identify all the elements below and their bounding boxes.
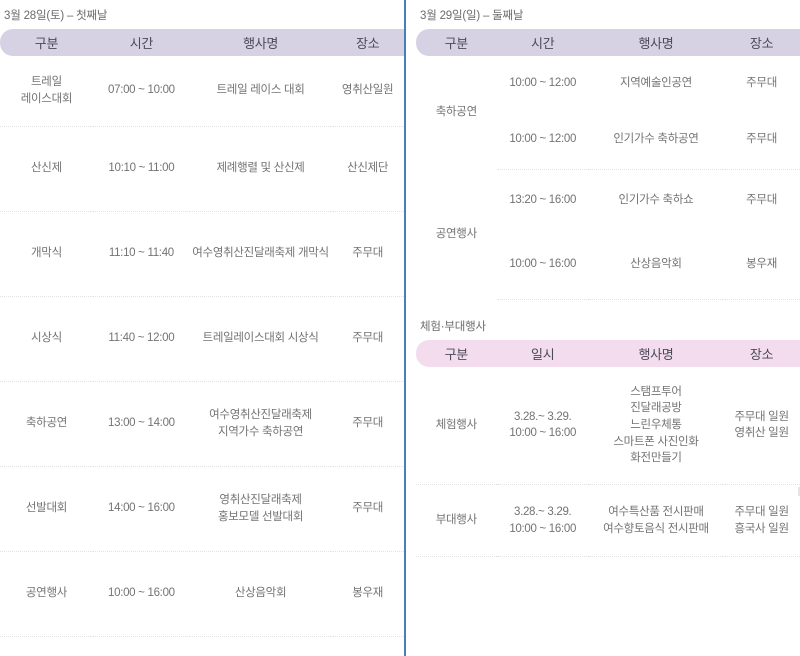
day2-header-row: 구분 시간 행사명 장소 xyxy=(416,29,800,56)
day2-col-place: 장소 xyxy=(723,29,800,56)
cell-name: 인기가수 축하쇼 xyxy=(618,193,694,206)
table-row: 10:00 ~ 12:00 인기가수 축하공연 주무대 xyxy=(416,111,800,170)
day1-col-time: 시간 xyxy=(92,29,190,56)
cell-time: 11:40 ~ 12:00 xyxy=(92,296,190,382)
cell-place: 주무대 xyxy=(331,211,404,297)
cell-time: 10:10 ~ 11:00 xyxy=(92,126,190,212)
day1-table-body: 트레일 레이스대회 07:00 ~ 10:00 트레일 레이스 대회 영취산일원… xyxy=(0,56,404,637)
day2-col-name: 행사명 xyxy=(588,29,724,56)
extra-caption: 체험·부대행사 xyxy=(420,320,486,333)
table-row: 부대행사 3.28.~ 3.29. 10:00 ~ 16:00 여수특산품 전시… xyxy=(416,484,800,557)
cell-name: 산상음악회 xyxy=(588,231,724,300)
cell-name: 스탬프투어 진달래공방 느린우체통 스마트폰 사진인화 화전만들기 xyxy=(588,366,724,485)
cell-name: 인기가수 축하공연 xyxy=(588,111,724,170)
day2-caption: 3월 29일(일) – 둘째날 xyxy=(420,10,524,22)
cell-place: 주무대 일원 흥국사 일원 xyxy=(723,484,800,557)
day2-table: 구분 시간 행사명 장소 축하공연 10:00 ~ 12:00 지역예술인공연 … xyxy=(416,29,800,300)
day2-col-division: 구분 xyxy=(416,29,497,56)
cell-time: 11:10 ~ 11:40 xyxy=(92,211,190,297)
cell-time: 10:00 ~ 16:00 xyxy=(496,231,589,300)
cell-name: 영취산진달래축제 홍보모델 선발대회 xyxy=(189,466,332,552)
cell-place: 주무대 xyxy=(331,296,404,382)
table-row: 트레일 레이스대회 07:00 ~ 10:00 트레일 레이스 대회 영취산일원 xyxy=(0,56,404,127)
cell-name: 여수영취산진달래축제 개막식 xyxy=(189,211,332,297)
day1-col-division: 구분 xyxy=(0,29,93,56)
cell-place: 봉우재 xyxy=(331,551,404,637)
table-row: 체험행사 3.28.~ 3.29. 10:00 ~ 16:00 스탬프투어 진달… xyxy=(416,366,800,485)
table-row: 개막식 11:10 ~ 11:40 여수영취산진달래축제 개막식 주무대 xyxy=(0,211,404,297)
day1-table-header: 구분 시간 행사명 장소 xyxy=(0,29,404,56)
table-row: 선발대회 14:00 ~ 16:00 영취산진달래축제 홍보모델 선발대회 주무… xyxy=(0,466,404,552)
cell-name: 산상음악회 xyxy=(189,551,332,637)
cell-name: 여수특산품 전시판매 여수향토음식 전시판매 xyxy=(588,484,724,557)
table-row: 공연행사 13:20 ~ 16:00 인기가수 축하쇼 주무대 xyxy=(416,169,800,240)
cell-place: 주무대 xyxy=(746,193,777,206)
cell-division: 축하공연 xyxy=(0,381,93,467)
cell-name: 트레일레이스대회 시상식 xyxy=(189,296,332,382)
cell-place: 봉우재 xyxy=(723,231,800,300)
day1-table: 구분 시간 행사명 장소 트레일 레이스대회 07:00 ~ 10:00 트레일… xyxy=(0,29,404,637)
cell-division: 개막식 xyxy=(0,211,93,297)
extra-col-name: 행사명 xyxy=(588,339,724,367)
day1-caption: 3월 28일(토) – 첫째날 xyxy=(4,10,108,22)
cell-place: 주무대 xyxy=(331,381,404,467)
cell-division-group: 공연행사 xyxy=(435,227,477,240)
cell-name: 지역예술인공연 xyxy=(619,77,692,90)
cell-time: 07:00 ~ 10:00 xyxy=(92,56,190,127)
cell-division: 산신제 xyxy=(0,126,93,212)
table-row: 공연행사 10:00 ~ 16:00 산상음악회 봉우재 xyxy=(0,551,404,637)
extra-header-row: 구분 일시 행사명 장소 xyxy=(416,339,800,367)
day2-col-time: 시간 xyxy=(496,29,589,56)
cell-name: 트레일 레이스 대회 xyxy=(189,56,332,127)
extra-col-date: 일시 xyxy=(496,339,589,367)
cell-time: 14:00 ~ 16:00 xyxy=(92,466,190,552)
table-row: 산신제 10:10 ~ 11:00 제례행렬 및 산신제 산신제단 xyxy=(0,126,404,212)
cell-time: 13:20 ~ 16:00 xyxy=(509,193,577,206)
edge-artifact xyxy=(798,487,800,496)
day1-column: 3월 28일(토) – 첫째날 구분 시간 행사명 장소 트레일 레이스대회 0… xyxy=(0,10,404,637)
cell-division: 부대행사 xyxy=(416,484,497,557)
cell-division: 시상식 xyxy=(0,296,93,382)
day2-column: 3월 29일(일) – 둘째날 구분 시간 행사명 장소 축하공연 10:00 … xyxy=(404,0,800,656)
day1-header-row: 구분 시간 행사명 장소 xyxy=(0,29,404,56)
cell-division: 체험행사 xyxy=(416,366,497,485)
cell-division: 공연행사 xyxy=(0,551,93,637)
cell-place: 주무대 xyxy=(331,466,404,552)
extra-col-place: 장소 xyxy=(723,339,800,367)
table-row: 축하공연 13:00 ~ 14:00 여수영취산진달래축제 지역가수 축하공연 … xyxy=(0,381,404,467)
cell-division-group: 축하공연 xyxy=(435,106,477,119)
day1-col-place: 장소 xyxy=(331,29,404,56)
cell-name: 여수영취산진달래축제 지역가수 축하공연 xyxy=(189,381,332,467)
cell-place: 주무대 xyxy=(723,111,800,170)
extra-table-header: 구분 일시 행사명 장소 xyxy=(416,339,800,367)
cell-name: 제례행렬 및 산신제 xyxy=(189,126,332,212)
cell-time: 10:00 ~ 16:00 xyxy=(92,551,190,637)
table-row: 시상식 11:40 ~ 12:00 트레일레이스대회 시상식 주무대 xyxy=(0,296,404,382)
cell-time: 10:00 ~ 12:00 xyxy=(496,111,589,170)
cell-time: 13:00 ~ 14:00 xyxy=(92,381,190,467)
cell-date: 3.28.~ 3.29. 10:00 ~ 16:00 xyxy=(496,484,589,557)
cell-place: 주무대 일원 영취산 일원 xyxy=(723,366,800,485)
table-row: 10:00 ~ 16:00 산상음악회 봉우재 xyxy=(416,231,800,300)
cell-time: 10:00 ~ 12:00 xyxy=(509,77,577,90)
extra-table-body: 체험행사 3.28.~ 3.29. 10:00 ~ 16:00 스탬프투어 진달… xyxy=(416,366,800,557)
cell-place: 영취산일원 xyxy=(331,56,404,127)
day2-table-header: 구분 시간 행사명 장소 xyxy=(416,29,800,56)
cell-date: 3.28.~ 3.29. 10:00 ~ 16:00 xyxy=(496,366,589,485)
extra-col-division: 구분 xyxy=(416,339,497,367)
cell-division: 선발대회 xyxy=(0,466,93,552)
cell-division: 트레일 레이스대회 xyxy=(0,56,93,127)
cell-place: 주무대 xyxy=(746,77,777,90)
day1-col-name: 행사명 xyxy=(189,29,332,56)
cell-place: 산신제단 xyxy=(331,126,404,212)
table-row: 축하공연 10:00 ~ 12:00 지역예술인공연 주무대 xyxy=(416,56,800,118)
day2-table-body: 축하공연 10:00 ~ 12:00 지역예술인공연 주무대 10:00 ~ 1… xyxy=(416,56,800,300)
extra-table: 구분 일시 행사명 장소 체험행사 3.28.~ 3.29. 10:00 ~ 1… xyxy=(416,339,800,557)
